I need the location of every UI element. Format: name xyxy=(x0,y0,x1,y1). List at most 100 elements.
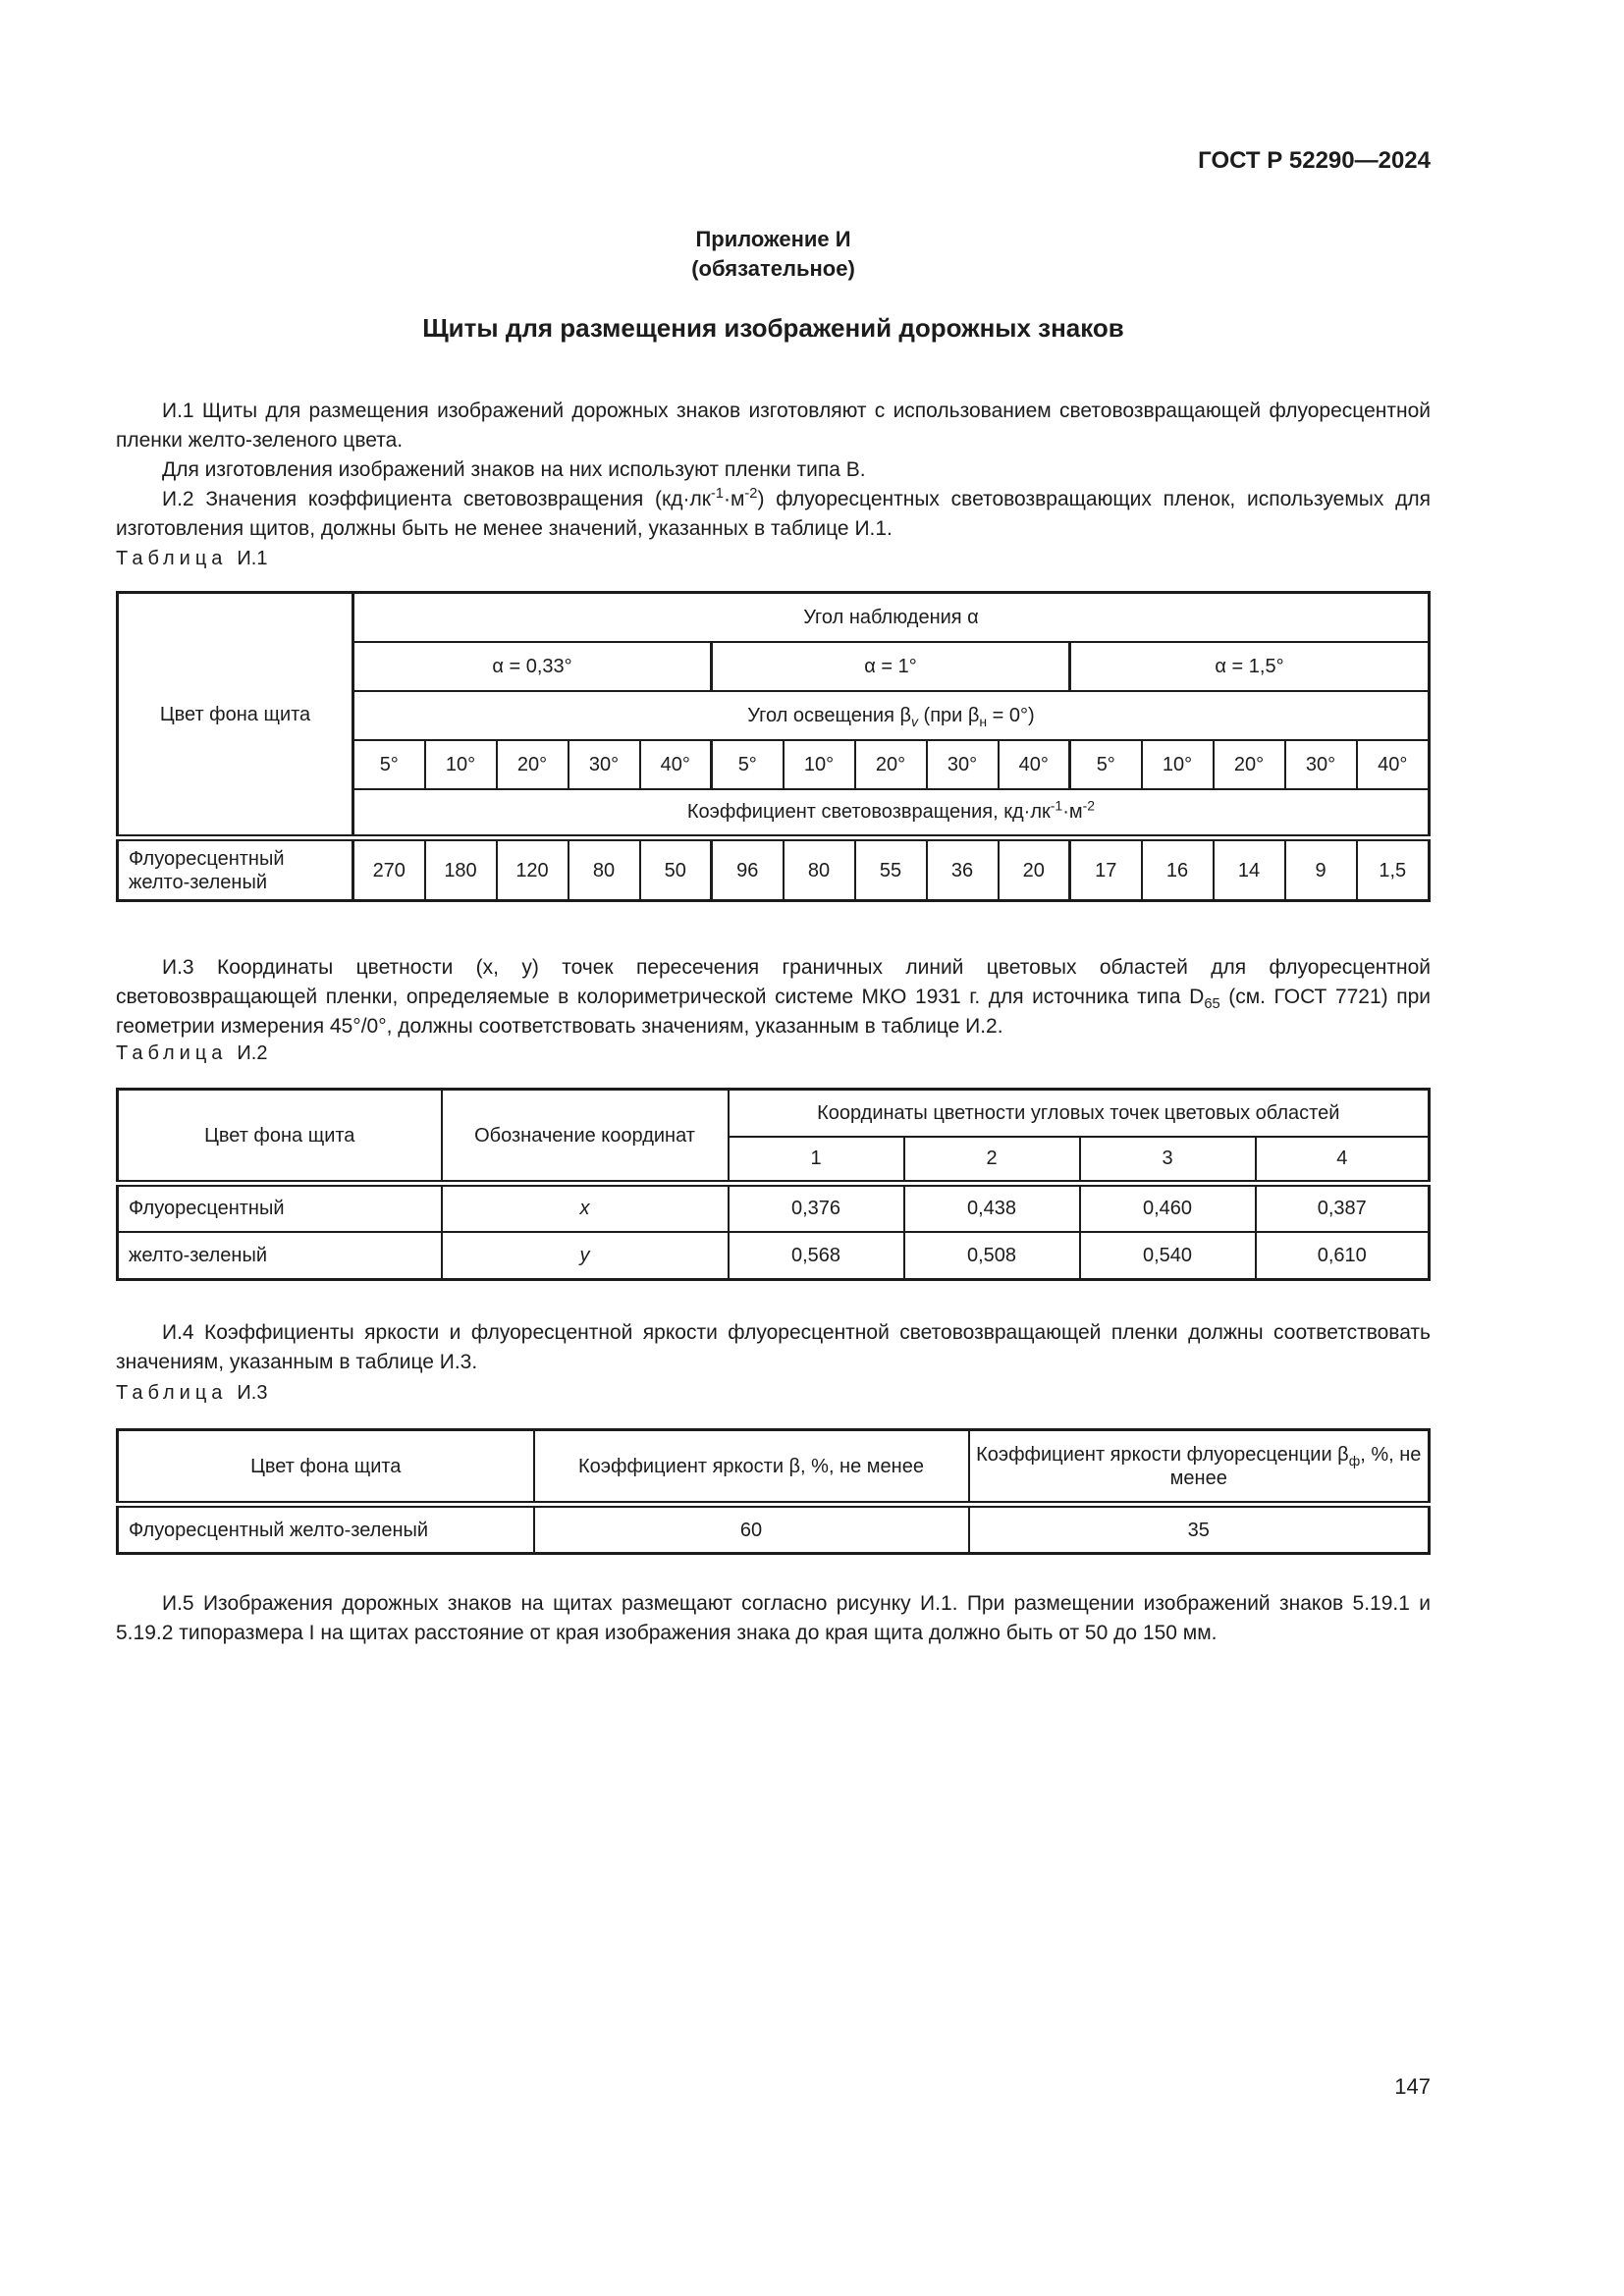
table-i2: Цвет фона щита Обозначение координат Коо… xyxy=(116,1088,1431,1281)
page-title: Щиты для размещения изображений дорожных… xyxy=(422,313,1124,343)
page-number: 147 xyxy=(1394,2074,1431,2099)
header-run: ·м xyxy=(1062,801,1083,824)
t3-value-cell: 35 xyxy=(968,1501,1430,1554)
table-i2-caption: Таблица И.2 xyxy=(116,1042,1431,1065)
t1-value-cell: 20 xyxy=(998,834,1071,901)
table-i1-caption: Таблица И.1 xyxy=(116,548,1431,570)
t2-point-number: 2 xyxy=(903,1136,1081,1184)
t2-row-label: желто-зеленый xyxy=(117,1230,443,1280)
t1-value-cell: 9 xyxy=(1284,834,1358,901)
t2-point-number: 3 xyxy=(1079,1136,1257,1184)
t2-point-number: 1 xyxy=(728,1136,905,1184)
t1-value-cell: 36 xyxy=(926,834,1000,901)
t1-value-cell: 17 xyxy=(1069,834,1143,901)
paragraph-i4: И.4 Коэффициенты яркости и флуоресцентно… xyxy=(116,1321,1431,1373)
t2-coord-symbol: x xyxy=(441,1180,730,1232)
t3-col1-header: Цвет фона щита xyxy=(117,1429,535,1505)
t1-degree-cell: 10° xyxy=(783,739,856,790)
subscript: н xyxy=(979,713,988,729)
caption-word: Таблица xyxy=(116,1042,228,1064)
appendix-kind: (обязательное) xyxy=(691,256,855,281)
t3-col3-header: Коэффициент яркости флуоресценции βф, %,… xyxy=(969,1430,1430,1505)
paragraph-i2: И.2 Значения коэффициента световозвращен… xyxy=(116,485,1431,544)
header-run: , %, не менее xyxy=(1169,1443,1422,1489)
caption-number: И.1 xyxy=(237,548,268,569)
superscript: -1 xyxy=(710,486,724,502)
caption-word: Таблица xyxy=(116,1382,228,1404)
t1-degree-cell: 30° xyxy=(926,739,1000,790)
t1-value-cell: 55 xyxy=(854,834,928,901)
superscript: -1 xyxy=(1050,797,1063,814)
t1-value-cell: 50 xyxy=(639,834,713,901)
t2-value-cell: 0,460 xyxy=(1079,1180,1257,1232)
t1-degree-cell: 20° xyxy=(496,739,569,790)
t1-coefficient-header: Коэффициент световозвращения, кд·лк-1·м-… xyxy=(353,789,1430,838)
doc-code: ГОСТ Р 52290—2024 xyxy=(1198,147,1431,174)
t1-alpha-group: α = 1° xyxy=(711,641,1071,692)
t1-degree-cell: 5° xyxy=(711,739,785,790)
t1-value-cell: 1,5 xyxy=(1356,834,1430,901)
t1-illumination-header: Угол освещения βv (при βн = 0°) xyxy=(352,690,1430,741)
header-run: Угол освещения β xyxy=(747,704,911,726)
header-run: = 0°) xyxy=(987,704,1035,726)
t2-row-label: Флуоресцентный xyxy=(117,1180,443,1232)
t2-value-cell: 0,387 xyxy=(1255,1180,1430,1232)
t1-value-cell: 14 xyxy=(1213,834,1286,901)
t2-col1-header: Цвет фона щита xyxy=(117,1089,443,1184)
superscript: -2 xyxy=(1082,797,1096,814)
t2-value-cell: 0,376 xyxy=(728,1180,905,1232)
t2-point-number: 4 xyxy=(1336,1148,1348,1170)
t1-observation-header: Угол наблюдения α xyxy=(352,592,1430,643)
t1-degree-cell: 30° xyxy=(568,739,641,790)
paragraph-i2-run: ·м xyxy=(723,488,745,510)
t2-value-cell: 0,568 xyxy=(728,1230,905,1280)
t2-value-cell: 0,508 xyxy=(903,1230,1081,1280)
caption-word: Таблица xyxy=(116,548,228,569)
t1-degree-cell: 40° xyxy=(639,739,713,790)
t1-degree-cell: 10° xyxy=(1141,739,1215,790)
t1-alpha-group: α = 1,5° xyxy=(1069,641,1430,692)
caption-number: И.2 xyxy=(237,1042,268,1064)
paragraph-i1: И.1 Щиты для размещения изображений доро… xyxy=(116,400,1431,452)
t1-value-cell: 16 xyxy=(1141,834,1215,901)
t3-row-label: Флуоресцентный желто-зеленый xyxy=(117,1501,535,1554)
t2-coords-header: Координаты цветности угловых точек цвето… xyxy=(728,1089,1430,1138)
t1-value-cell: 120 xyxy=(496,834,569,901)
table-i3-caption: Таблица И.3 xyxy=(116,1382,1431,1405)
paragraph-i5: И.5 Изображения дорожных знаков на щитах… xyxy=(116,1592,1431,1644)
appendix-header: Приложение И (обязательное) xyxy=(116,225,1431,284)
appendix-label: Приложение И xyxy=(695,227,851,251)
paragraph-i3-run: И.3 Координаты цветности (x, y) точек пе… xyxy=(116,956,1431,1008)
header-run: (при β xyxy=(917,704,980,726)
t1-degree-cell: 5° xyxy=(1069,739,1143,790)
subscript: ф xyxy=(1348,1452,1361,1468)
t1-degree-cell: 40° xyxy=(1356,739,1430,790)
header-run: Коэффициент световозвращения, кд·лк xyxy=(686,801,1051,824)
t1-row-label: Флуоресцентный желто-зеленый xyxy=(117,834,354,901)
subscript: v xyxy=(910,713,918,729)
table-i3: Цвет фона щита Коэффициент яркости β, %,… xyxy=(116,1428,1431,1555)
t1-degree-cell: 10° xyxy=(424,739,498,790)
paragraph-i1b: Для изготовления изображений знаков на н… xyxy=(162,458,866,481)
subscript: 65 xyxy=(1204,996,1220,1013)
t3-col2-header: Коэффициент яркости β, %, не менее xyxy=(533,1429,970,1505)
t1-value-cell: 96 xyxy=(711,834,785,901)
t1-degree-cell: 20° xyxy=(1213,739,1286,790)
t1-degree-cell: 40° xyxy=(998,739,1071,790)
t1-value-cell: 80 xyxy=(783,834,856,901)
paragraph-i3: И.3 Координаты цветности (x, y) точек пе… xyxy=(116,953,1431,1041)
t1-degree-cell: 30° xyxy=(1284,739,1358,790)
caption-number: И.3 xyxy=(237,1382,268,1404)
header-run: Коэффициент яркости флуоресценции β xyxy=(976,1443,1349,1466)
t3-value-cell: 60 xyxy=(533,1501,970,1554)
t1-col1-header: Цвет фона щита xyxy=(117,592,354,838)
t2-value-cell: 0,438 xyxy=(903,1180,1081,1232)
paragraph-i3-run: (см. ГОСТ 7721) при геометрии измерения … xyxy=(116,986,1431,1038)
table-i1: Цвет фона щита Угол наблюдения α α = 0,3… xyxy=(116,591,1431,902)
t1-value-cell: 180 xyxy=(424,834,498,901)
t2-coord-symbol: y xyxy=(441,1230,730,1280)
t1-value-cell: 80 xyxy=(568,834,641,901)
t1-value-cell: 270 xyxy=(352,834,426,901)
t2-value-cell: 0,610 xyxy=(1255,1230,1430,1280)
